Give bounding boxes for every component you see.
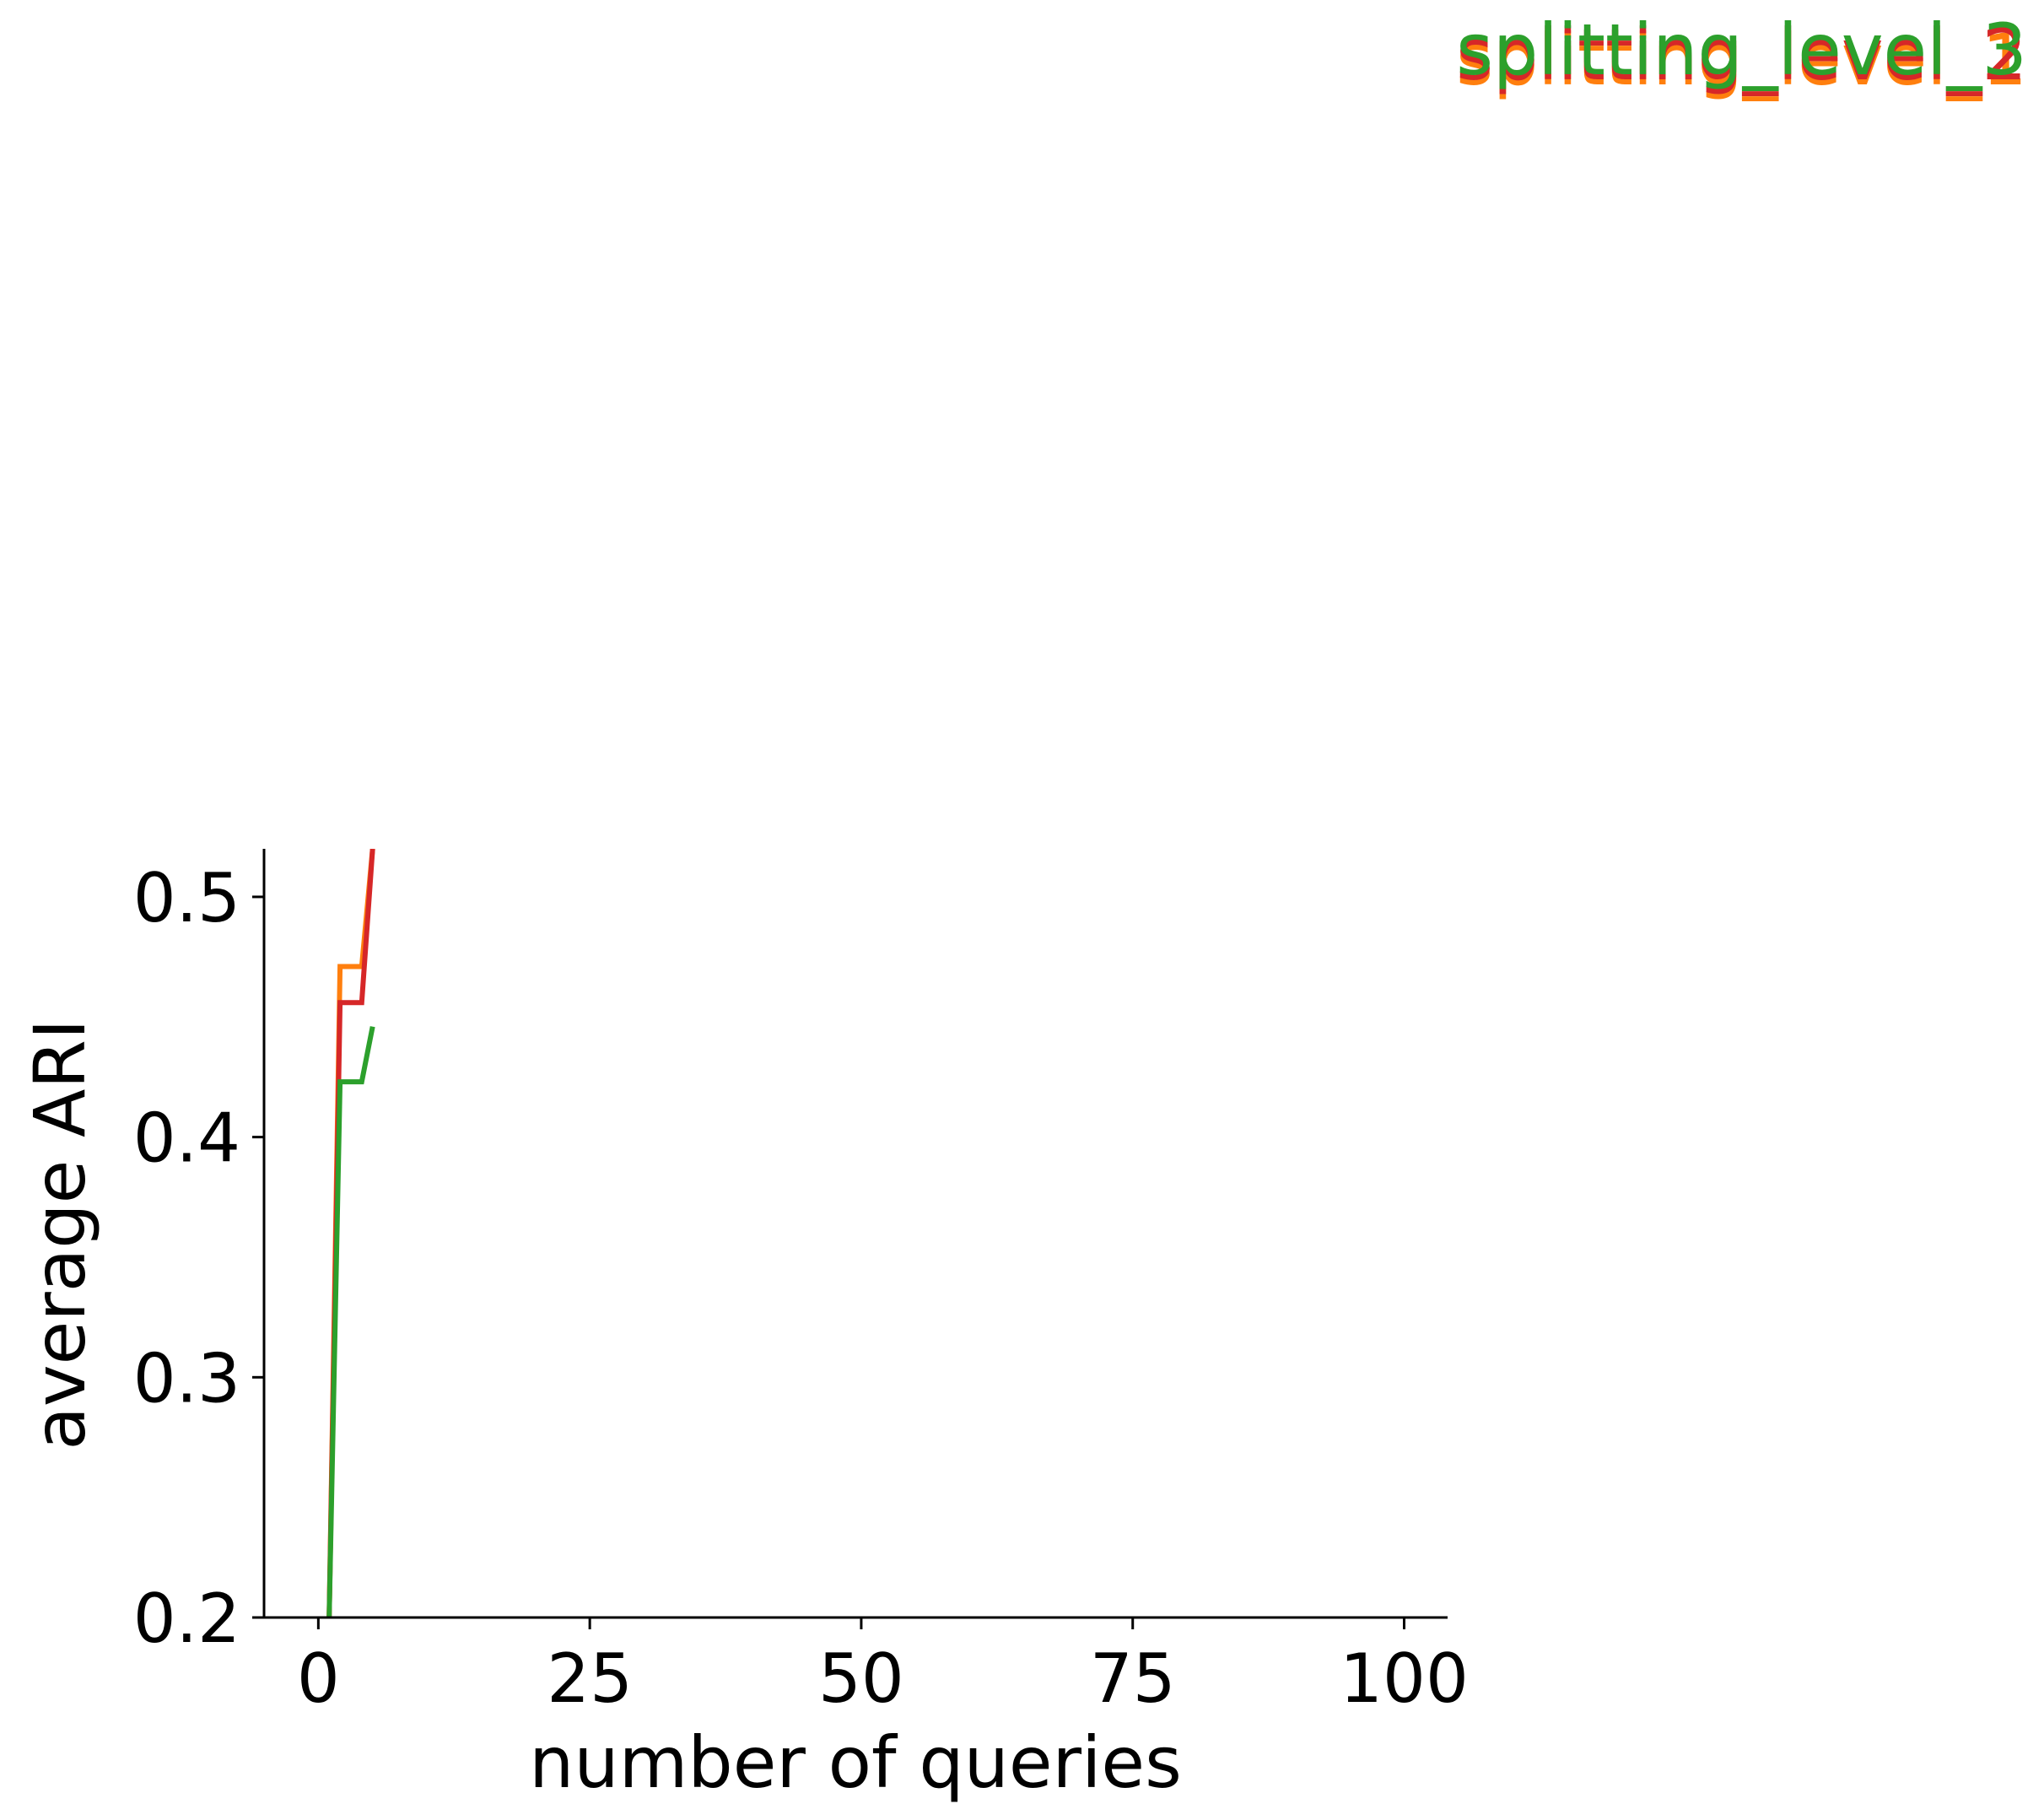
series-layer	[326, 849, 375, 1617]
y-tick-group: 0.2 0.3 0.4 0.5	[133, 859, 264, 1658]
series-line-splitting_level_3	[326, 1026, 375, 1617]
y-axis-label: average ARI	[19, 1018, 101, 1450]
legend-label-splitting_level_1: splitting_level_1	[1456, 19, 2027, 101]
x-tick-label: 100	[1340, 1639, 1469, 1718]
x-tick-label: 50	[818, 1639, 904, 1718]
x-tick-label: 75	[1090, 1639, 1176, 1718]
y-tick-label: 0.2	[133, 1580, 240, 1658]
x-tick-label: 0	[297, 1639, 340, 1718]
legend-label-splitting_level_2: splitting_level_2	[1456, 14, 2027, 96]
y-tick-label: 0.4	[133, 1099, 240, 1178]
y-tick-label: 0.5	[133, 859, 240, 937]
legend: splitting_level_1splitting_level_2splitt…	[1456, 8, 2027, 101]
x-axis-label: number of queries	[529, 1721, 1182, 1804]
x-tick-label: 25	[547, 1639, 633, 1718]
x-tick-group: 0 25 50 75 100	[297, 1617, 1469, 1718]
y-tick-label: 0.3	[133, 1339, 240, 1418]
legend-label-splitting_level_3: splitting_level_3	[1456, 8, 2027, 91]
